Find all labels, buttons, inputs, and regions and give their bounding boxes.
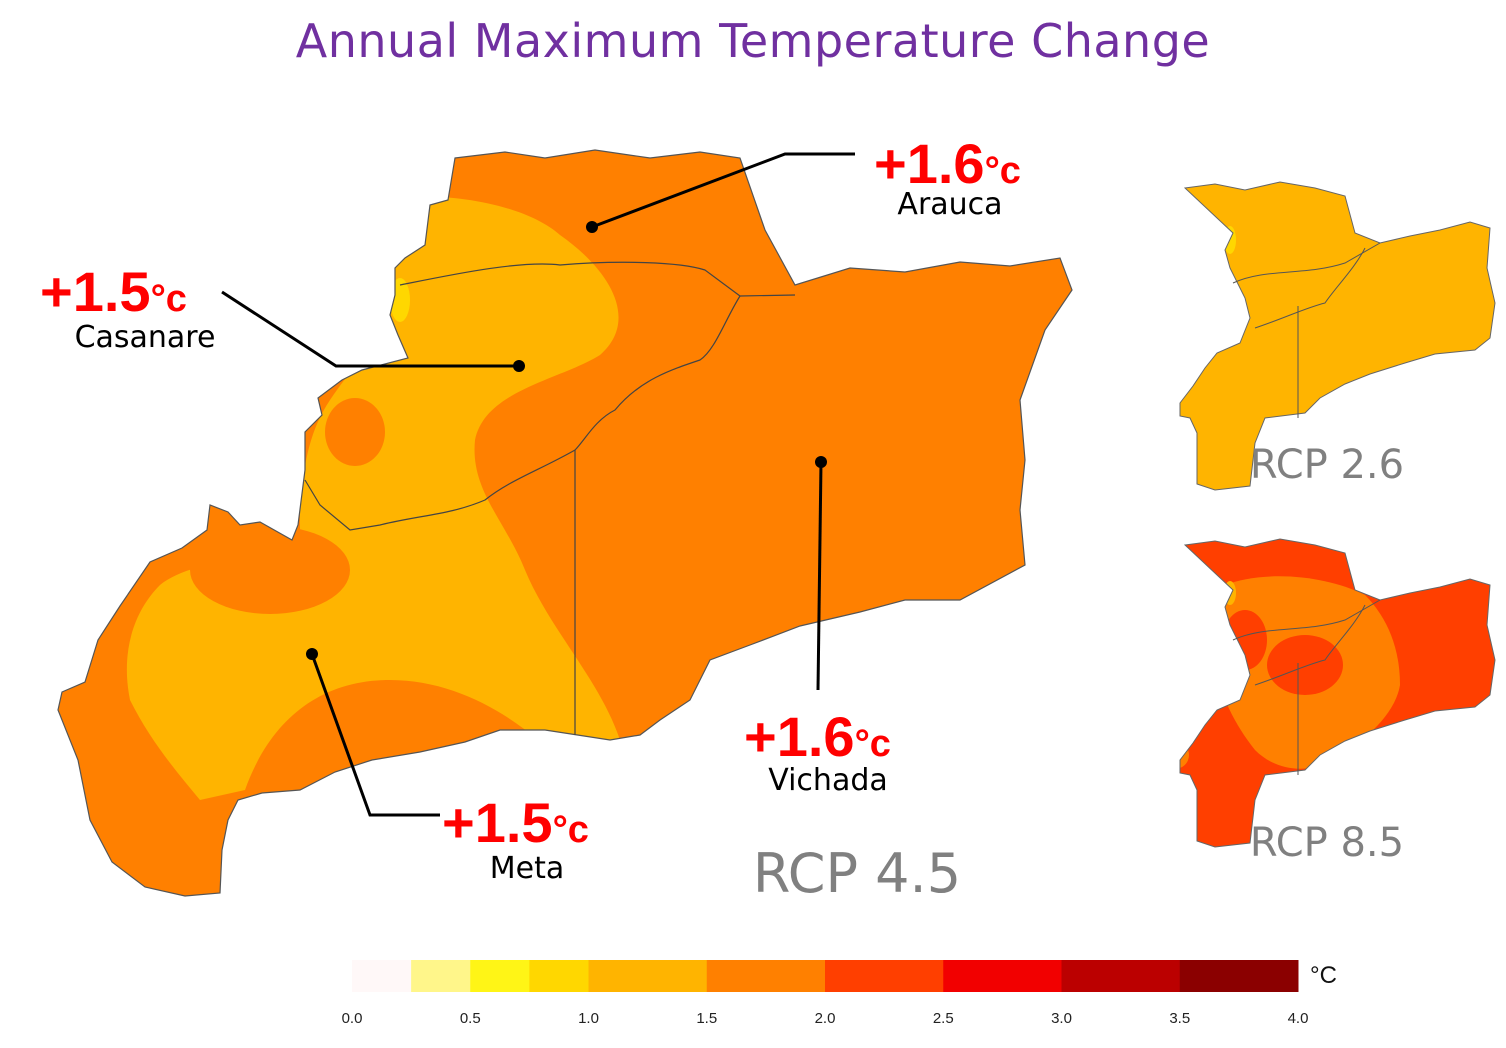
colorbar-tick-label: 3.5	[1169, 1010, 1191, 1027]
colorbar-tick-label: 3.0	[1051, 1010, 1072, 1027]
colorbar-bin	[825, 960, 944, 992]
main-scenario-label: RCP 4.5	[753, 842, 961, 905]
colorbar-bin	[588, 960, 708, 992]
casanare-point	[513, 360, 525, 372]
arauca-point	[586, 221, 598, 233]
arauca-leader-line	[591, 152, 855, 229]
vichada-leader-line	[816, 461, 823, 691]
inset-rcp85	[1179, 538, 1496, 848]
colorbar-tick-label: 1.5	[696, 1010, 718, 1027]
arauca-value: +1.6°c	[874, 132, 1021, 195]
colorbar-tick-label: 1.0	[578, 1010, 599, 1027]
colorbar-bin	[1061, 960, 1181, 992]
colorbar	[352, 960, 1299, 992]
vichada-value: +1.6°c	[744, 705, 891, 768]
colorbar-bin	[1179, 960, 1299, 992]
colorbar-bin	[706, 960, 826, 992]
callout-lines	[221, 152, 855, 817]
vichada-label: Vichada	[768, 763, 888, 798]
inset-rcp85-label: RCP 8.5	[1250, 820, 1404, 866]
meta-value: +1.5°c	[442, 791, 589, 854]
colorbar-tick-label: 4.0	[1287, 1010, 1309, 1027]
department-borders	[304, 261, 796, 735]
colorbar-bin	[352, 960, 412, 992]
colorbar-tick-label: 0.5	[459, 1010, 481, 1027]
casanare-leader-line	[221, 290, 519, 368]
meta-label: Meta	[490, 851, 565, 886]
arauca-label: Arauca	[897, 187, 1002, 222]
colorbar-tick-label: 2.5	[932, 1010, 954, 1027]
main-map	[58, 150, 1072, 896]
inset-rcp26-label: RCP 2.6	[1250, 442, 1404, 488]
colorbar-tick-label: 0.0	[341, 1010, 363, 1027]
meta-point	[306, 648, 318, 660]
casanare-label: Casanare	[75, 320, 216, 355]
colorbar-unit: °C	[1310, 962, 1337, 989]
map-title: Annual Maximum Temperature Change	[295, 14, 1211, 68]
colorbar-bin	[470, 960, 530, 992]
vichada-point	[815, 456, 827, 468]
colorbar-bin	[411, 960, 471, 992]
meta-leader-line	[310, 653, 440, 817]
casanare-value: +1.5°c	[40, 260, 187, 323]
colorbar-bin	[943, 960, 1062, 992]
colorbar-bin	[529, 960, 589, 992]
colorbar-tick-label: 2.0	[814, 1010, 836, 1027]
